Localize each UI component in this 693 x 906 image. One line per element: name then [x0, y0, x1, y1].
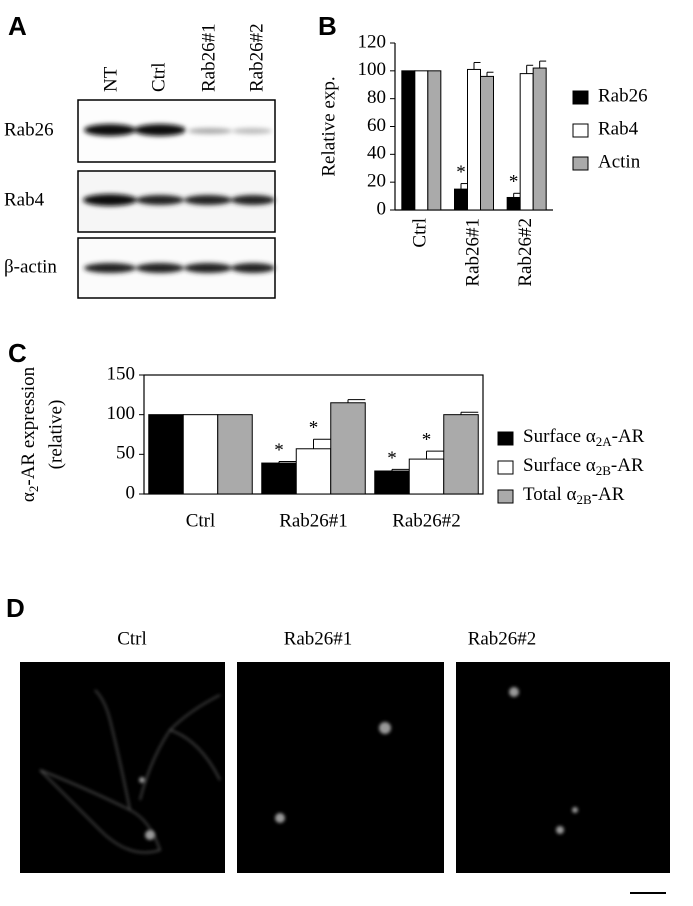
- bar: [217, 414, 253, 495]
- significance-label: *: [274, 440, 284, 461]
- x-tick-label: Ctrl: [186, 510, 216, 531]
- panel-letter: D: [6, 593, 25, 623]
- bar: [519, 73, 534, 211]
- lane-label: NT: [100, 66, 121, 92]
- significance-label: *: [387, 448, 397, 469]
- row-label: Rab4: [4, 189, 45, 210]
- y-tick-label: 0: [126, 482, 136, 503]
- bar: [374, 470, 410, 495]
- lane-label: Ctrl: [148, 62, 169, 92]
- y-axis-label: (relative): [45, 400, 66, 470]
- legend-label: Rab26: [598, 85, 648, 106]
- y-axis-label: α2-AR expression: [18, 366, 41, 502]
- bar: [443, 414, 479, 495]
- image-label: Rab26#1: [284, 628, 353, 649]
- bar: [408, 458, 445, 495]
- cell-outline: [39, 689, 221, 854]
- bar: [261, 462, 297, 495]
- significance-label: *: [509, 172, 519, 193]
- image-label: Rab26#2: [468, 628, 537, 649]
- y-tick-label: 40: [367, 143, 386, 164]
- blots: [77, 99, 276, 299]
- puncta: [139, 687, 578, 840]
- significance-label: *: [422, 430, 432, 451]
- panel-letter: C: [8, 338, 27, 368]
- bar: [506, 196, 521, 211]
- panel-letter: B: [318, 11, 337, 41]
- lane-label: Rab26#1: [198, 23, 219, 92]
- legend-label: Surface α2A-AR: [523, 426, 645, 449]
- legend-label: Surface α2B-AR: [523, 455, 644, 478]
- y-tick-label: 80: [367, 87, 386, 108]
- bar: [401, 70, 416, 211]
- bar: [148, 414, 184, 495]
- y-tick-label: 50: [116, 443, 135, 464]
- y-tick-label: 120: [358, 31, 387, 52]
- lane-label: Rab26#2: [246, 23, 267, 92]
- bar: [182, 414, 219, 495]
- x-tick-label: Rab26#1: [462, 218, 483, 287]
- bar: [467, 68, 481, 211]
- panel-letter: A: [8, 11, 27, 41]
- bar: [480, 75, 494, 211]
- significance-label: *: [309, 418, 319, 439]
- row-label: β-actin: [4, 256, 57, 277]
- bar: [330, 402, 366, 495]
- y-tick-label: 100: [358, 59, 387, 80]
- bar: [427, 70, 442, 211]
- legend-label: Total α2B-AR: [523, 484, 625, 507]
- x-tick-label: Rab26#1: [279, 510, 348, 531]
- row-label: Rab26: [4, 119, 54, 140]
- y-tick-label: 60: [367, 115, 386, 136]
- x-tick-label: Ctrl: [410, 218, 431, 248]
- y-tick-label: 0: [377, 198, 387, 219]
- y-tick-label: 150: [107, 363, 136, 384]
- legend-swatch: [572, 123, 589, 138]
- legend-label: Rab4: [598, 118, 639, 139]
- image-label: Ctrl: [117, 628, 147, 649]
- micrograph: [20, 662, 225, 873]
- legend-swatch: [572, 156, 589, 171]
- y-axis-label: Relative exp.: [318, 76, 339, 176]
- significance-label: *: [456, 162, 466, 183]
- legend-swatch: [497, 460, 514, 475]
- legend-swatch: [572, 90, 589, 105]
- micrographs: [20, 662, 670, 894]
- micrograph: [237, 662, 444, 873]
- bar: [454, 188, 468, 211]
- legend-swatch: [497, 431, 514, 446]
- legend-label: Actin: [598, 151, 641, 172]
- legend-swatch: [497, 489, 514, 504]
- bar: [295, 448, 332, 495]
- bar: [532, 67, 547, 211]
- bands: [83, 124, 275, 273]
- x-tick-label: Rab26#2: [515, 218, 536, 287]
- y-tick-label: 100: [107, 403, 136, 424]
- bar: [414, 70, 429, 211]
- x-tick-label: Rab26#2: [392, 510, 461, 531]
- micrograph: [456, 662, 670, 873]
- y-tick-label: 20: [367, 171, 386, 192]
